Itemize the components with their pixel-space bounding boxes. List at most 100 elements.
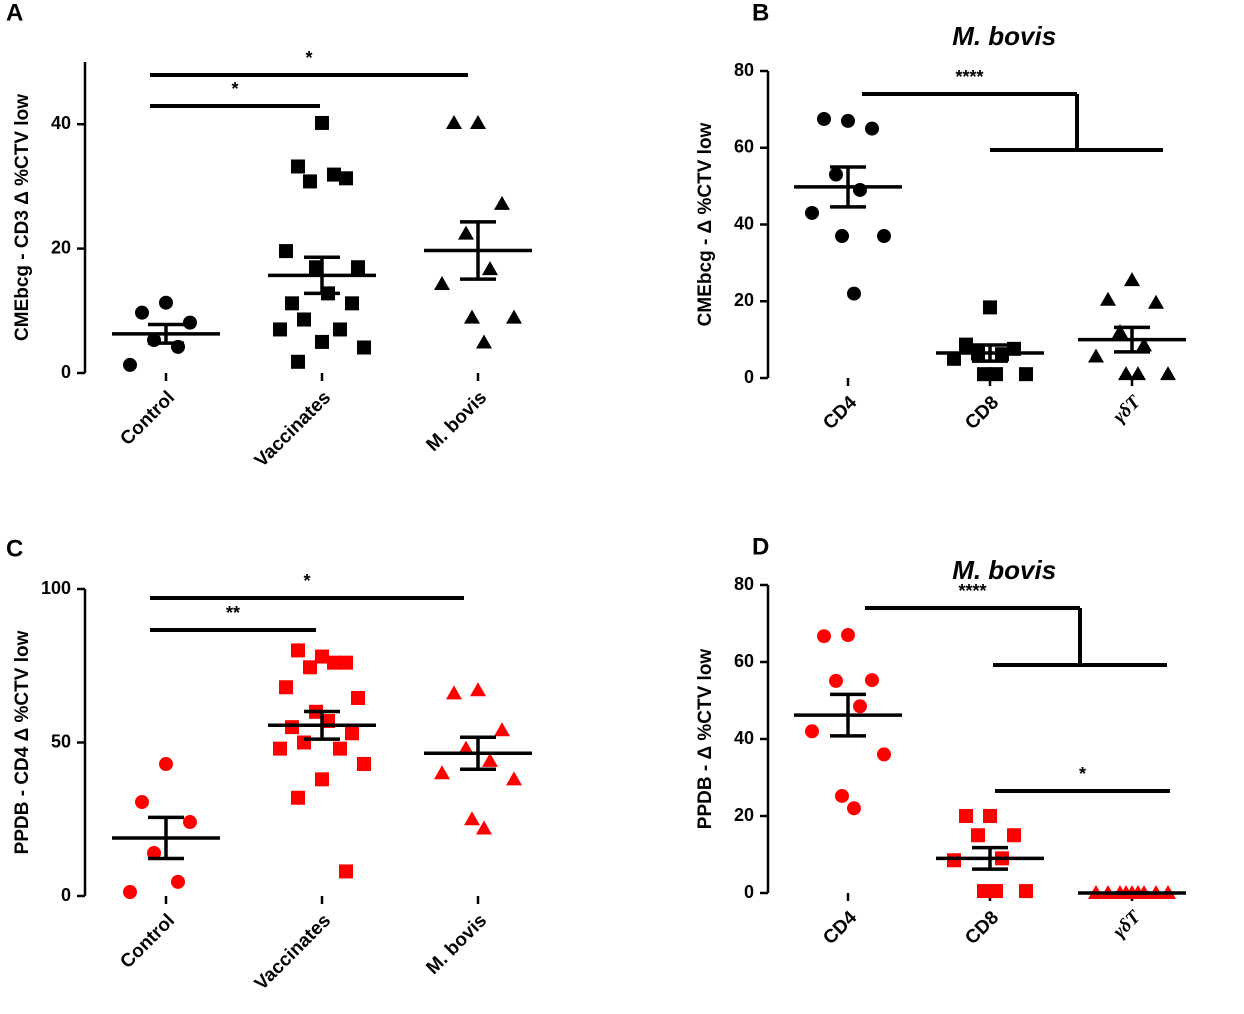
data-point	[983, 300, 997, 315]
data-point	[977, 367, 991, 382]
data-point	[470, 114, 486, 129]
y-tick-label: 80	[734, 574, 754, 594]
data-point	[841, 113, 855, 128]
data-point	[339, 655, 353, 670]
data-point	[351, 690, 365, 705]
data-point	[476, 334, 492, 349]
data-point	[482, 752, 498, 767]
data-point	[853, 699, 867, 714]
data-point	[805, 205, 819, 220]
data-point	[1019, 884, 1033, 899]
y-tick-label: 100	[41, 578, 71, 598]
y-tick-label: 0	[744, 367, 754, 387]
data-point	[805, 724, 819, 739]
y-tick-label: 80	[734, 60, 754, 80]
data-point	[494, 195, 510, 210]
data-point	[327, 655, 341, 670]
data-point	[357, 340, 371, 355]
data-point	[482, 261, 498, 276]
data-point	[345, 296, 359, 311]
data-point	[434, 765, 450, 780]
data-point	[853, 182, 867, 197]
data-point	[476, 820, 492, 835]
y-tick-label: 0	[61, 362, 71, 382]
data-point	[458, 225, 474, 240]
data-point	[1100, 291, 1116, 306]
data-point	[959, 809, 973, 823]
data-point	[315, 334, 329, 349]
panel-letter: B	[752, 0, 769, 26]
data-point	[847, 286, 861, 301]
data-point	[171, 874, 185, 889]
data-point	[309, 260, 323, 275]
data-point	[506, 771, 522, 786]
data-point	[279, 680, 293, 695]
x-tick-label: M. bovis	[422, 387, 491, 456]
x-tick-label: CD8	[961, 392, 1003, 434]
x-tick-label: Vaccinates	[251, 387, 335, 471]
y-tick-label: 50	[51, 731, 71, 751]
y-tick-label: 20	[734, 290, 754, 310]
data-point	[357, 756, 371, 771]
y-tick-label: 40	[51, 113, 71, 133]
data-point	[865, 121, 879, 136]
y-axis-label: CMEbcg - CD3 Δ %CTV low	[12, 94, 33, 341]
data-point	[959, 337, 973, 352]
y-axis-label: PPDB - Δ %CTV low	[695, 649, 716, 830]
data-point	[877, 747, 891, 762]
panel-letter: C	[6, 535, 23, 562]
data-point	[494, 722, 510, 737]
y-tick-label: 60	[734, 137, 754, 157]
data-point	[1148, 294, 1164, 309]
x-tick-label: CD8	[961, 907, 1003, 949]
data-point	[446, 685, 462, 700]
significance-label: *	[305, 48, 312, 68]
data-point	[123, 885, 137, 900]
data-point	[817, 111, 831, 126]
x-tick-label: CD4	[819, 392, 861, 434]
x-tick-label: M. bovis	[422, 910, 491, 979]
data-point	[273, 322, 287, 337]
data-point	[351, 260, 365, 275]
data-point	[989, 884, 1003, 899]
chart-title: M. bovis	[952, 21, 1056, 51]
data-point	[1118, 366, 1134, 381]
x-tick-label: Control	[116, 387, 179, 450]
data-point	[1007, 828, 1021, 843]
y-tick-label: 0	[61, 885, 71, 905]
data-point	[1160, 366, 1176, 381]
data-point	[135, 305, 149, 320]
x-tick-label: γδT	[1109, 906, 1146, 943]
data-point	[847, 801, 861, 816]
data-point	[339, 864, 353, 879]
significance-label: **	[226, 603, 240, 623]
data-point	[135, 795, 149, 810]
data-point	[303, 660, 317, 675]
data-point	[1088, 348, 1104, 363]
data-point	[1112, 323, 1128, 338]
data-point	[273, 741, 287, 756]
data-point	[1124, 272, 1140, 287]
significance-label: ****	[955, 67, 983, 87]
y-axis-label: PPDB - CD4 Δ %CTV low	[12, 630, 33, 854]
data-point	[315, 772, 329, 787]
y-tick-label: 60	[734, 651, 754, 671]
data-point	[279, 244, 293, 259]
data-point	[1130, 366, 1146, 381]
data-point	[123, 357, 137, 372]
x-tick-label: CD4	[819, 907, 861, 949]
data-point	[977, 884, 991, 899]
data-point	[285, 720, 299, 735]
data-point	[315, 649, 329, 664]
data-point	[506, 309, 522, 324]
data-point	[291, 354, 305, 369]
data-point	[835, 788, 849, 803]
data-point	[947, 351, 961, 366]
x-tick-label: Control	[116, 910, 179, 973]
data-point	[877, 229, 891, 244]
data-point	[303, 174, 317, 189]
data-point	[285, 296, 299, 311]
data-point	[841, 628, 855, 643]
x-tick-label: Vaccinates	[251, 910, 335, 994]
